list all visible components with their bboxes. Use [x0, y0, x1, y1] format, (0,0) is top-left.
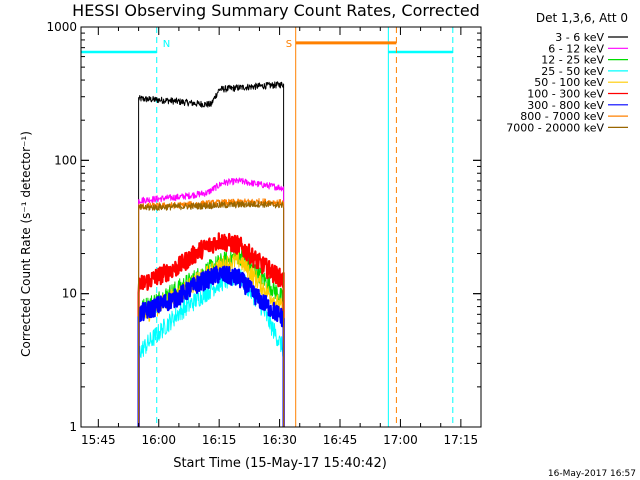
x-axis-label: Start Time (15-May-17 15:40:42) — [173, 456, 387, 471]
x-tick-label-4: 16:45 — [323, 433, 358, 447]
legend-label-1: 6 - 12 keV — [548, 42, 604, 55]
series-line-5 — [137, 232, 285, 427]
series-line-8 — [138, 200, 285, 427]
legend-label-0: 3 - 6 keV — [555, 31, 604, 44]
legend-label-2: 12 - 25 keV — [541, 54, 604, 67]
y-tick-label-1: 10 — [62, 287, 77, 301]
x-tick-label-0: 15:45 — [81, 433, 116, 447]
annotation-n: N — [163, 39, 170, 50]
x-tick-label-5: 17:00 — [383, 433, 418, 447]
timestamp-label: 16-May-2017 16:57 — [548, 469, 636, 479]
series-line-1 — [138, 177, 285, 427]
series-line-7 — [138, 198, 285, 427]
x-tick-label-6: 17:15 — [444, 433, 479, 447]
annotation-s: S — [286, 39, 292, 50]
legend-label-8: 7000 - 20000 keV — [506, 121, 604, 134]
legend-label-4: 50 - 100 keV — [534, 76, 604, 89]
y-tick-label-3: 1000 — [46, 20, 77, 34]
series-line-6 — [137, 265, 285, 427]
legend-label-6: 300 - 800 keV — [527, 99, 604, 112]
y-axis-label: Corrected Count Rate (s⁻¹ detector⁻¹) — [19, 131, 33, 357]
legend-title: Det 1,3,6, Att 0 — [536, 11, 628, 25]
plot-frame — [80, 26, 482, 428]
x-tick-label-2: 16:15 — [202, 433, 237, 447]
x-tick-label-3: 16:30 — [262, 433, 297, 447]
y-tick-label-2: 100 — [54, 153, 77, 167]
series-line-0 — [138, 81, 285, 427]
legend-label-3: 25 - 50 keV — [541, 65, 604, 78]
chart-title: HESSI Observing Summary Count Rates, Cor… — [72, 1, 480, 20]
legend-label-7: 800 - 7000 keV — [520, 110, 604, 123]
x-tick-label-1: 16:00 — [141, 433, 176, 447]
y-tick-label-0: 1 — [69, 420, 77, 434]
legend-label-5: 100 - 300 keV — [527, 88, 604, 101]
